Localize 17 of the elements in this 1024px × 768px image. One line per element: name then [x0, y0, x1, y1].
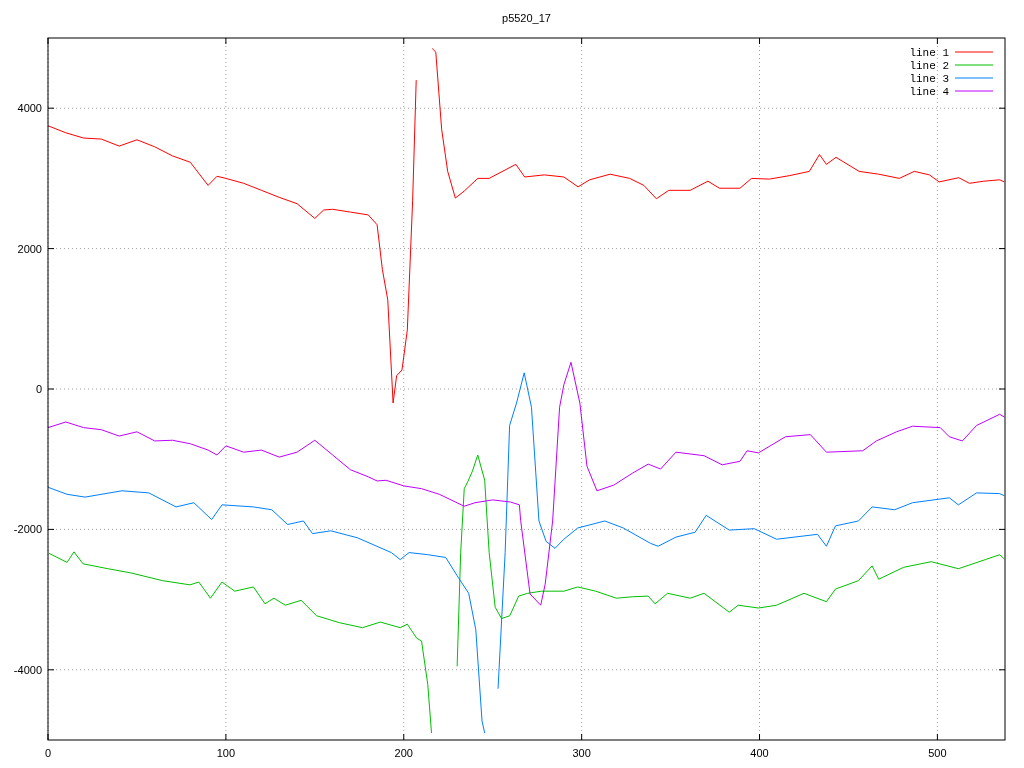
- x-tick-label: 100: [216, 747, 236, 759]
- legend-label: line 1: [909, 47, 950, 59]
- legend-label: line 2: [909, 60, 949, 72]
- y-tick-label: 4000: [17, 102, 42, 115]
- x-tick-label: 300: [572, 747, 591, 759]
- legend-label: line 4: [909, 86, 950, 98]
- x-tick-label: 200: [394, 747, 413, 759]
- x-tick-label: 500: [928, 747, 947, 759]
- y-tick-label: -2000: [13, 523, 42, 536]
- y-tick-label: 0: [35, 383, 42, 395]
- x-tick-label: 400: [750, 747, 769, 759]
- y-tick-label: 2000: [17, 242, 42, 255]
- line-series: [48, 361, 1005, 606]
- legend-label: line 3: [909, 73, 949, 85]
- chart-title: p5520_17: [502, 12, 551, 24]
- y-tick-label: -4000: [13, 663, 42, 676]
- x-tick-label: 0: [44, 747, 52, 759]
